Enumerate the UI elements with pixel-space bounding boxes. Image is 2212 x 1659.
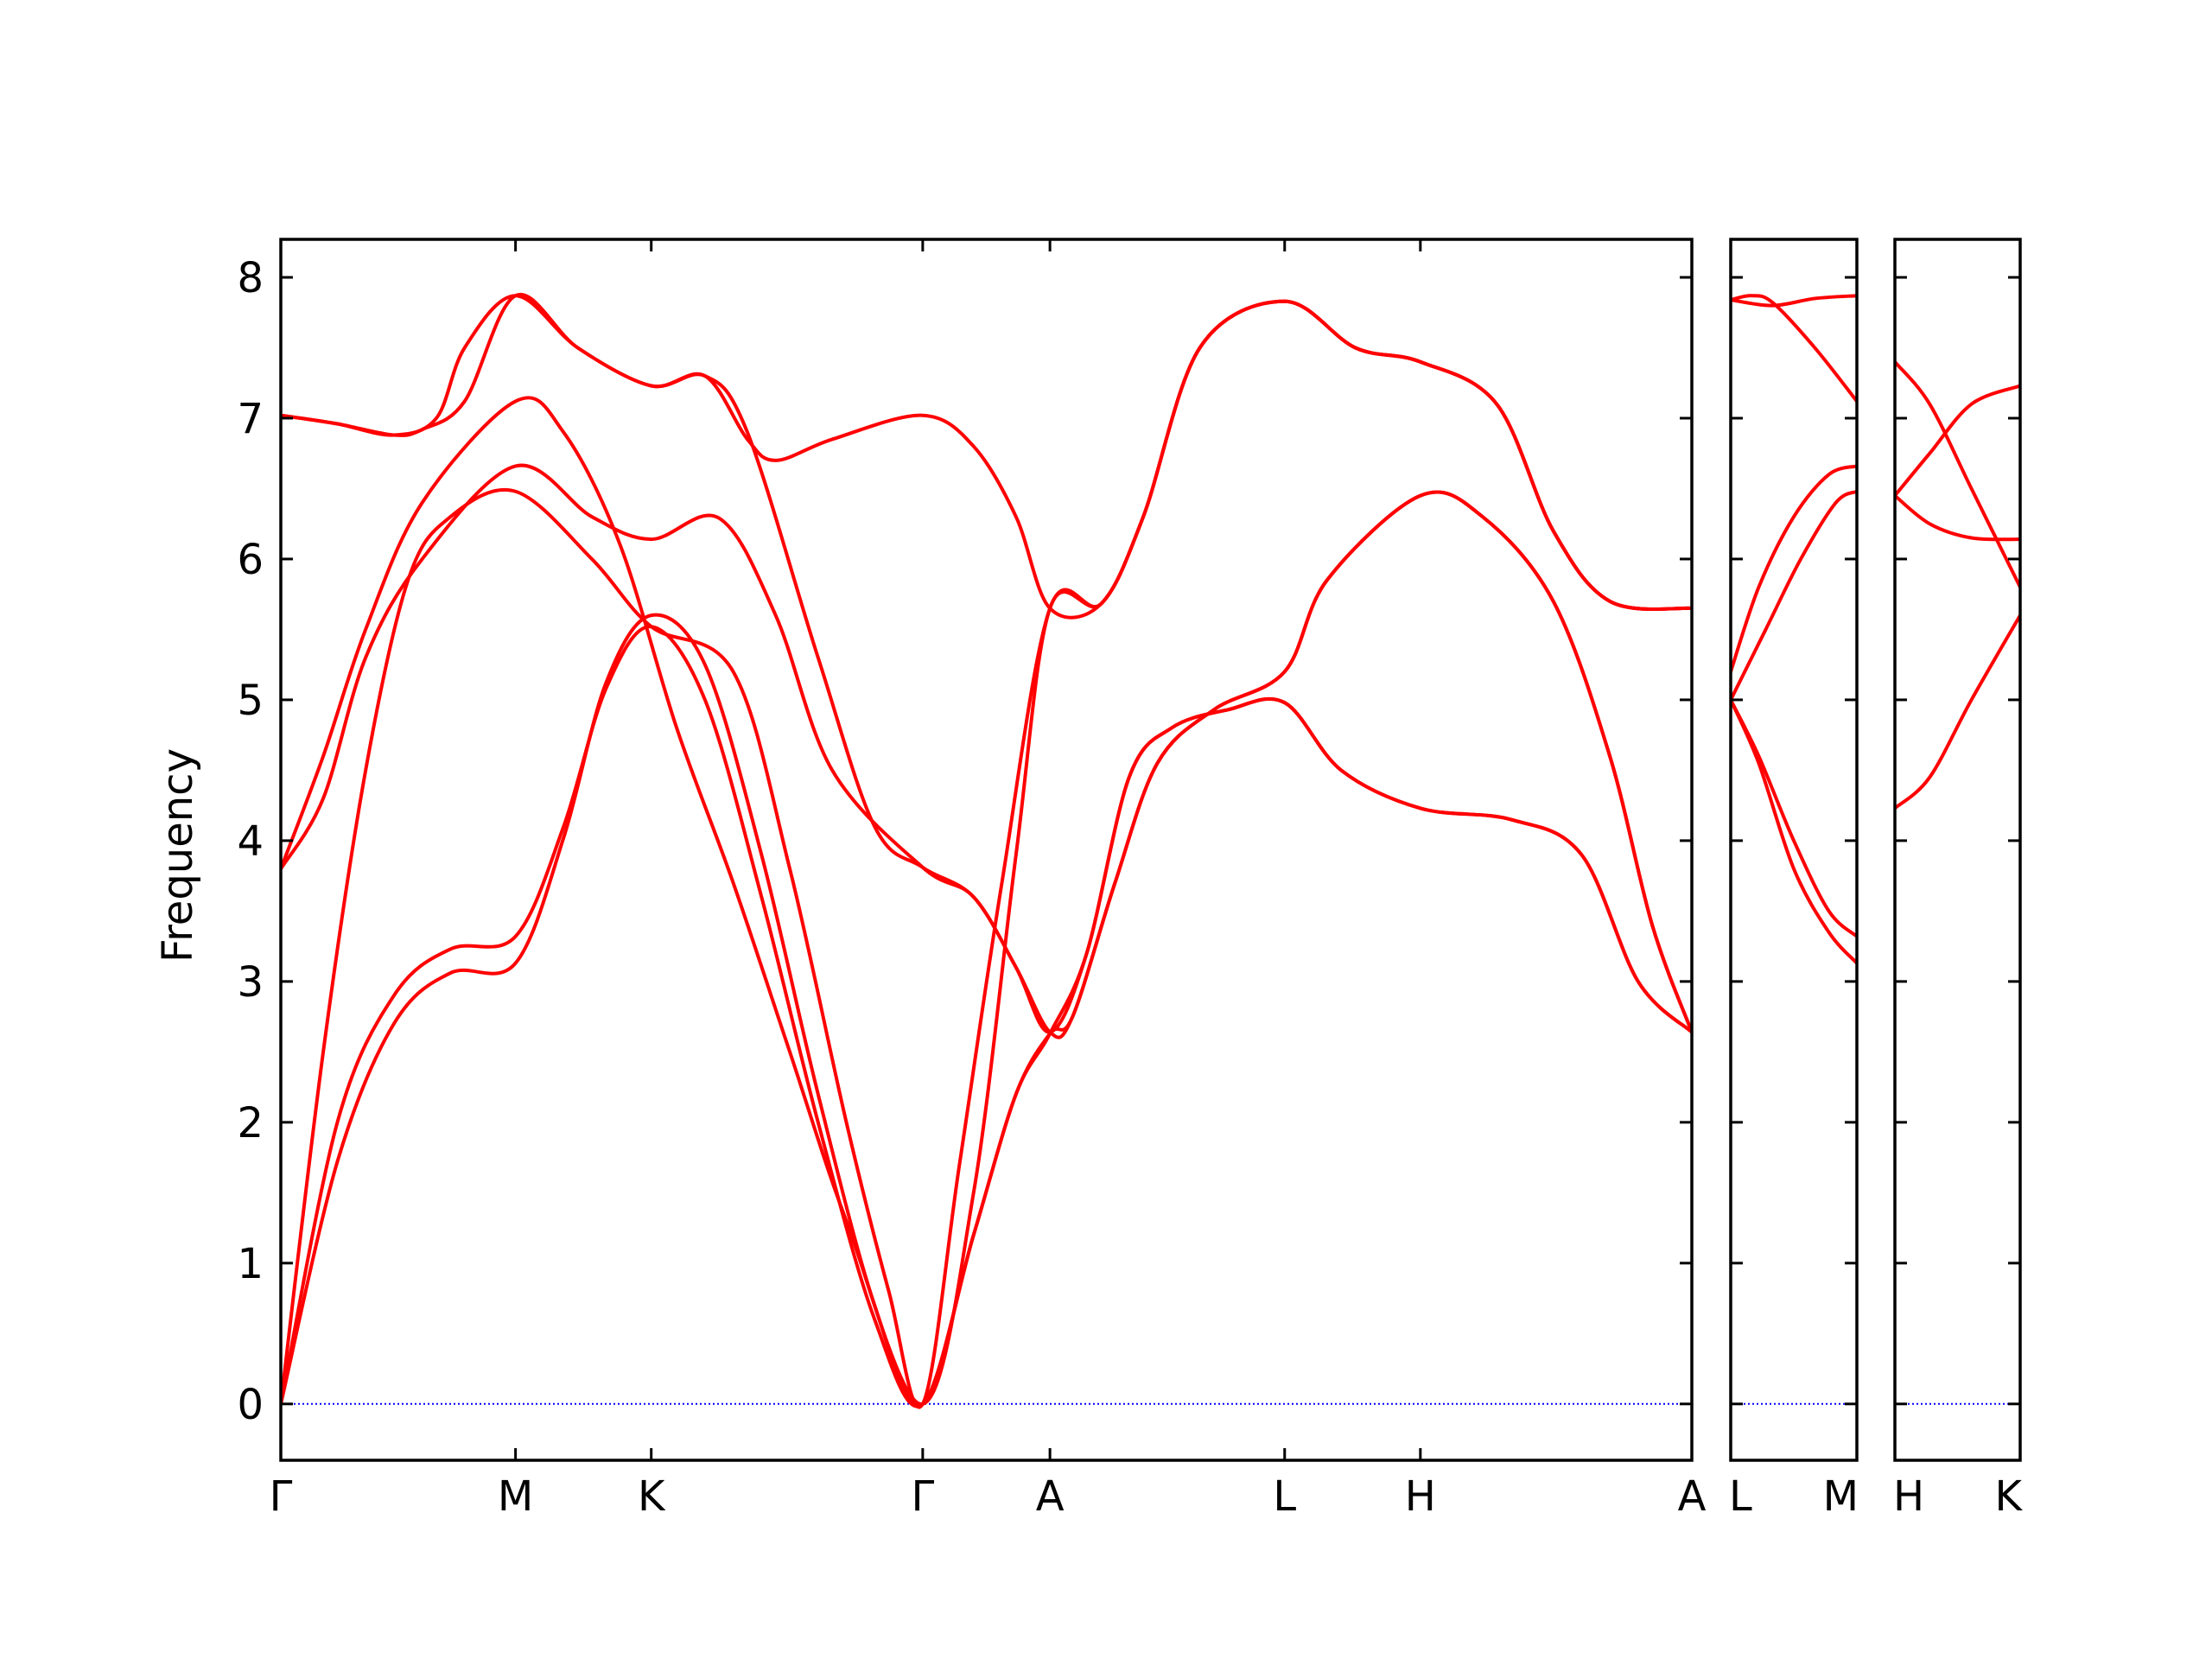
band-line-b6 [281,294,1692,1034]
band-line-b6 [1731,294,1857,308]
y-tick-label: 4 [237,817,264,866]
band-line-b3 [281,299,1692,1409]
band-line-b1 [1731,697,1857,965]
y-tick-label: 0 [237,1381,264,1429]
band-line-b3 [1731,489,1857,702]
x-tick-label: A [1036,1472,1065,1521]
band-line-b4 [1895,359,2020,589]
band-line-b1 [1895,613,2020,810]
band-lines [1895,359,2020,810]
band-line-b2 [1731,697,1857,938]
plot-frame [1893,238,2022,1462]
y-tick-label: 3 [237,958,264,1007]
y-tick-label: 6 [237,536,264,584]
band-line-b2 [281,625,1692,1408]
band-line-b7 [281,292,1692,620]
y-tick-label: 8 [237,254,264,302]
band-lines [281,292,1692,1409]
y-tick-label: 2 [237,1099,264,1147]
x-tick-label: L [1273,1472,1296,1521]
band-line-b5 [281,299,1692,1406]
y-tick-label: 5 [237,677,264,725]
x-tick-label: L [1729,1472,1752,1521]
x-tick-label: Γ [911,1472,934,1521]
x-tick-label: H [1405,1472,1436,1521]
plot-frame [279,238,1694,1462]
plot-frame [1729,238,1859,1462]
y-tick-label: 7 [237,395,264,443]
band-line-b3 [1895,384,2020,498]
x-tick-label: Γ [270,1472,293,1521]
band-line-b5 [1731,294,1857,404]
band-line-b4 [281,463,1692,1039]
band-line-b2 [1895,493,2020,542]
band-line-b4 [1731,464,1857,674]
panel-1: 0 1 2 3 4 5 6 7 8 Γ M K Γ A L H A [237,238,1707,1521]
x-tick-label: K [638,1472,666,1521]
band-lines [1731,294,1857,965]
x-tick-label: H [1893,1472,1924,1521]
x-tick-label: A [1678,1472,1707,1521]
x-tick-label: M [1823,1472,1859,1521]
x-tick-label: K [1995,1472,2024,1521]
y-tick-label: 1 [237,1240,264,1288]
x-tick-label: M [498,1472,533,1521]
band-line-b1 [281,490,1692,1408]
y-axis-label: Frequency [154,748,202,963]
